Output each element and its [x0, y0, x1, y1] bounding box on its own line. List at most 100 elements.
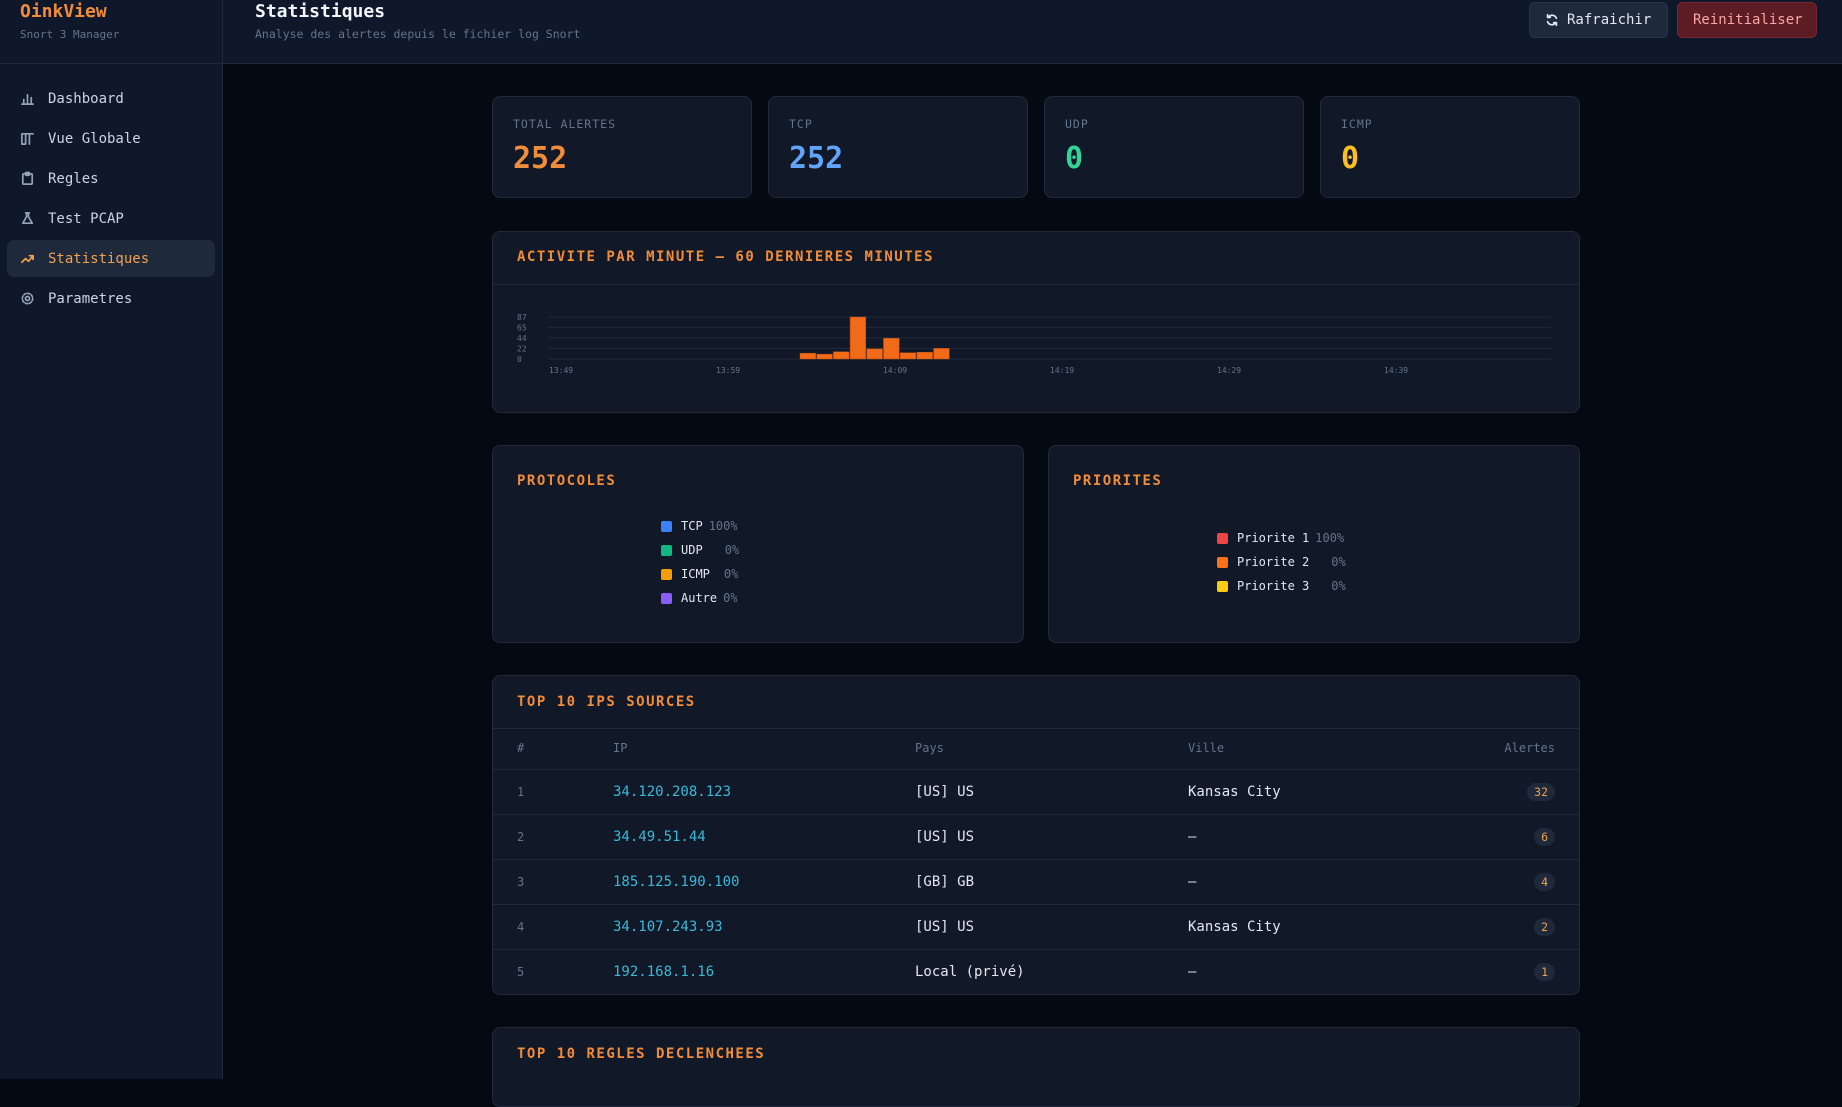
stat-value: 0 — [1341, 141, 1360, 176]
row-ip-link[interactable]: 192.168.1.16 — [613, 963, 715, 980]
reset-button[interactable]: Reinitialiser — [1677, 2, 1817, 38]
table-row[interactable]: 5 192.168.1.16 Local (privé) — 1 — [493, 949, 1579, 994]
activity-card: ACTIVITE PAR MINUTE — 60 DERNIERES MINUT… — [492, 231, 1580, 413]
sidebar-item-label: Vue Globale — [48, 130, 141, 147]
activity-bar[interactable] — [866, 348, 883, 360]
legend-swatch — [1217, 580, 1228, 592]
row-city: — — [1188, 963, 1197, 980]
legend-label: Priorite 1 — [1237, 531, 1310, 545]
stat-card-tcp: TCP 252 — [768, 96, 1028, 198]
row-ip-link[interactable]: 34.120.208.123 — [613, 769, 915, 815]
legend-pct: 100% — [708, 519, 738, 533]
table-row[interactable]: 3 185.125.190.100 [GB] GB — 4 — [493, 859, 1579, 905]
refresh-button[interactable]: Rafraichir — [1529, 2, 1668, 38]
legend-pct: 0% — [723, 591, 738, 605]
stat-label: ICMP — [1341, 117, 1373, 131]
legend-label: TCP — [681, 519, 703, 533]
row-alerts: 1 — [1405, 949, 1579, 994]
table-row[interactable]: 4 34.107.243.93 [US] US Kansas City 2 — [493, 904, 1579, 950]
activity-bar[interactable] — [799, 352, 816, 360]
stat-value: 252 — [513, 141, 568, 176]
row-country: Local (privé) — [915, 963, 1025, 980]
top-rules-card: TOP 10 REGLES DECLENCHEES — [492, 1027, 1580, 1107]
stat-card-icmp: ICMP 0 — [1320, 96, 1580, 198]
sidebar-item-label: Dashboard — [48, 90, 124, 107]
alert-count-badge: 32 — [1527, 782, 1555, 801]
sidebar-item-regles[interactable]: Regles — [7, 160, 215, 197]
alert-count-badge: 6 — [1534, 827, 1555, 846]
row-ip-link[interactable]: 34.107.243.93 — [613, 904, 915, 950]
legend-item-priorite-1: Priorite 1 100% — [1217, 526, 1346, 550]
alert-count-badge: 4 — [1534, 872, 1555, 891]
y-tick-label: 65 — [517, 324, 527, 333]
row-country: [US] US — [915, 814, 1188, 860]
top-ips-card: TOP 10 IPS SOURCES # IP Pays Ville Alert… — [492, 675, 1580, 995]
row-alerts: 6 — [1404, 814, 1579, 860]
activity-bar[interactable] — [849, 316, 867, 360]
sidebar-item-test-pcap[interactable]: Test PCAP — [7, 200, 215, 237]
sidebar-item-dashboard[interactable]: Dashboard — [7, 80, 215, 117]
column-header-country: Pays — [915, 728, 1188, 770]
legend-label: Priorite 2 — [1237, 555, 1310, 569]
row-city: — — [1188, 814, 1405, 860]
legend-label: Priorite 3 — [1237, 579, 1310, 593]
activity-title: ACTIVITE PAR MINUTE — 60 DERNIERES MINUT… — [517, 249, 935, 265]
row-ip-link[interactable]: 34.49.51.44 — [613, 814, 915, 860]
y-tick-label: 22 — [517, 344, 527, 353]
sidebar-item-statistiques[interactable]: Statistiques — [7, 240, 215, 277]
activity-bar[interactable] — [833, 351, 850, 360]
top-ips-table: # IP Pays Ville Alertes 1 34.120.208.123[… — [493, 728, 1579, 994]
legend-item-priorite-2: Priorite 2 0% — [1217, 550, 1346, 574]
stat-value: 252 — [789, 141, 844, 176]
page-subtitle: Analyse des alertes depuis le fichier lo… — [255, 27, 581, 41]
brand: OinkView Snort 3 Manager — [0, 0, 222, 64]
legend-swatch — [661, 592, 672, 604]
protocols-title: PROTOCOLES — [517, 473, 617, 489]
row-country: [US] US — [915, 904, 1188, 950]
table-row[interactable]: 1 34.120.208.123 [US] US Kansas City 32 — [493, 769, 1579, 815]
column-header-rank: # — [493, 728, 613, 770]
brand-subtitle: Snort 3 Manager — [20, 28, 120, 41]
x-tick-label: 14:29 — [1217, 366, 1241, 375]
divider — [493, 284, 1579, 285]
row-city: Kansas City — [1188, 904, 1405, 950]
legend-swatch — [661, 520, 672, 532]
alert-count-badge: 1 — [1534, 962, 1555, 981]
activity-bar[interactable] — [899, 352, 917, 360]
priorities-legend: Priorite 1 100% Priorite 2 0% Priorite 3 0% — [1217, 526, 1346, 598]
activity-bar[interactable] — [933, 348, 950, 360]
stat-card-udp: UDP 0 — [1044, 96, 1304, 198]
legend-item-icmp: ICMP 0% — [661, 562, 739, 586]
sidebar-nav: Dashboard Vue Globale Regles Test PCAP S… — [0, 64, 222, 336]
protocols-card: PROTOCOLES TCP 100% UDP 0% ICMP 0% Autre 0% — [492, 445, 1024, 643]
table-row[interactable]: 2 34.49.51.44 [US] US — 6 — [493, 814, 1579, 860]
row-ip-link[interactable]: 185.125.190.100 — [613, 859, 915, 905]
row-rank: 3 — [493, 859, 613, 905]
sidebar-item-vue-globale[interactable]: Vue Globale — [7, 120, 215, 157]
legend-swatch — [661, 568, 672, 580]
legend-pct: 100% — [1315, 531, 1345, 545]
activity-bar[interactable] — [883, 337, 900, 360]
gear-icon — [21, 292, 34, 305]
column-header-alerts: Alertes — [1404, 728, 1579, 770]
column-header-city: Ville — [1188, 728, 1405, 770]
alert-count-badge: 2 — [1534, 917, 1555, 936]
refresh-icon — [1546, 13, 1558, 27]
protocols-legend: TCP 100% UDP 0% ICMP 0% Autre 0% — [661, 514, 739, 610]
sidebar-item-parametres[interactable]: Parametres — [7, 280, 215, 317]
header: Statistiques Analyse des alertes depuis … — [223, 0, 1842, 64]
row-alerts: 32 — [1404, 769, 1579, 815]
x-tick-label: 14:19 — [1050, 366, 1074, 375]
legend-pct: 0% — [723, 567, 739, 581]
legend-swatch — [1217, 556, 1228, 568]
activity-bar[interactable] — [816, 353, 833, 360]
sidebar-item-label: Regles — [48, 170, 99, 187]
activity-bar[interactable] — [916, 351, 933, 360]
brand-title[interactable]: OinkView — [20, 1, 107, 22]
stat-card-total: TOTAL ALERTES 252 — [492, 96, 752, 198]
legend-item-autre: Autre 0% — [661, 586, 739, 610]
row-alerts: 2 — [1404, 904, 1579, 950]
legend-swatch — [1217, 532, 1228, 544]
table-header-row: # IP Pays Ville Alertes — [493, 728, 1579, 770]
x-tick-label: 13:59 — [716, 366, 740, 375]
